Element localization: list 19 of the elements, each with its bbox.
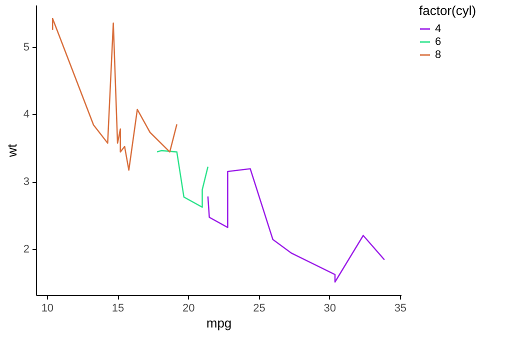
x-tick-label: 20 [182, 302, 195, 314]
line-series [156, 150, 209, 208]
y-tick-label: 5 [23, 41, 30, 54]
y-tick-label: 4 [23, 108, 30, 121]
legend-title: factor(cyl) [419, 3, 476, 18]
y-axis-title: wt [4, 144, 20, 158]
x-tick-label: 15 [112, 302, 124, 314]
x-axis-title: mpg [206, 316, 232, 330]
line-series [52, 18, 178, 171]
legend-label: 6 [435, 36, 442, 48]
y-tick-label: 2 [23, 243, 30, 256]
legend-label: 8 [435, 49, 442, 61]
x-tick-label: 10 [41, 302, 54, 314]
x-tick-label: 35 [394, 302, 407, 314]
line-series [207, 168, 386, 283]
legend-label: 4 [435, 23, 442, 35]
x-tick-label: 25 [253, 302, 266, 314]
y-tick-label: 3 [23, 176, 30, 188]
x-tick-label: 30 [324, 302, 336, 314]
